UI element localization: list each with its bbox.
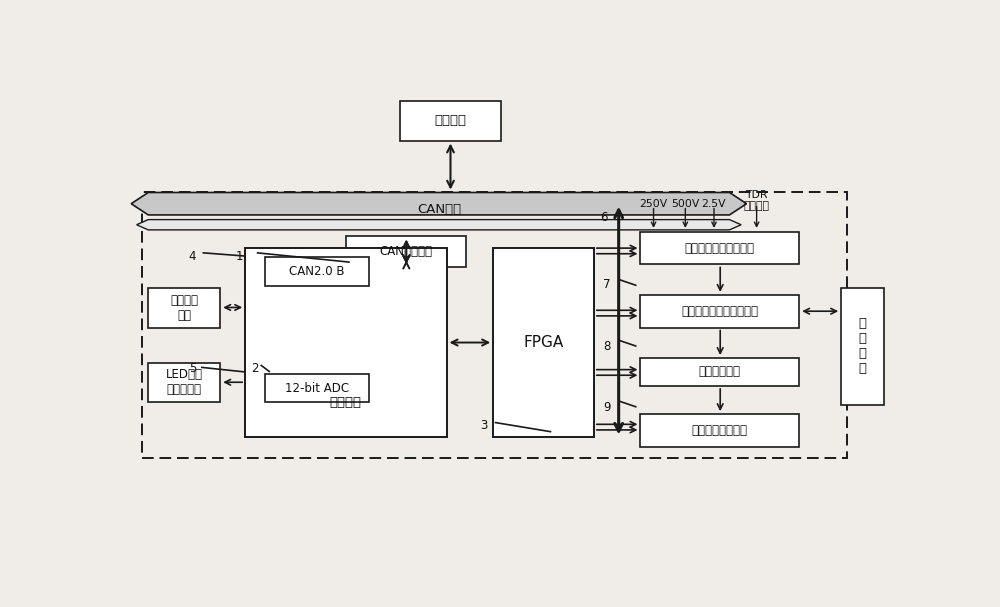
Bar bbox=[148, 362, 220, 402]
Bar bbox=[841, 288, 884, 405]
Text: 5: 5 bbox=[189, 362, 196, 375]
Text: 3: 3 bbox=[480, 419, 488, 432]
Bar bbox=[493, 248, 594, 438]
Bar bbox=[640, 295, 799, 328]
Polygon shape bbox=[131, 192, 747, 215]
Text: CAN2.0 B: CAN2.0 B bbox=[289, 265, 345, 278]
Text: 激励源继电器切换电路: 激励源继电器切换电路 bbox=[685, 242, 755, 254]
Bar bbox=[640, 414, 799, 447]
Text: TDR
电压脉冲: TDR 电压脉冲 bbox=[744, 189, 770, 211]
Text: 4: 4 bbox=[189, 249, 196, 263]
Text: LED驱动
及显示电路: LED驱动 及显示电路 bbox=[166, 368, 203, 396]
Text: FPGA: FPGA bbox=[523, 335, 564, 350]
Text: 电阻分压电路: 电阻分压电路 bbox=[699, 365, 741, 379]
Text: 主控制器: 主控制器 bbox=[330, 396, 362, 409]
Text: 1: 1 bbox=[236, 249, 243, 263]
Polygon shape bbox=[137, 220, 741, 230]
Bar bbox=[245, 248, 447, 438]
Text: 管理主机: 管理主机 bbox=[434, 114, 466, 127]
Text: 6: 6 bbox=[600, 211, 608, 224]
Bar bbox=[346, 237, 466, 267]
Bar bbox=[400, 101, 501, 141]
Text: 2.5V: 2.5V bbox=[702, 198, 726, 209]
Bar bbox=[640, 232, 799, 265]
Text: 9: 9 bbox=[603, 401, 611, 415]
Bar bbox=[264, 375, 369, 402]
Text: 250V: 250V bbox=[639, 198, 668, 209]
Text: 采样电压调理电路: 采样电压调理电路 bbox=[692, 424, 748, 437]
Text: 500V: 500V bbox=[671, 198, 700, 209]
Bar bbox=[148, 288, 220, 328]
Bar bbox=[142, 192, 847, 458]
Text: 电缆通道切换继电器阵列: 电缆通道切换继电器阵列 bbox=[681, 305, 758, 317]
Bar bbox=[640, 358, 799, 386]
Text: 2: 2 bbox=[251, 362, 259, 375]
Text: 8: 8 bbox=[603, 340, 611, 353]
Text: 电
缆
网
络: 电 缆 网 络 bbox=[858, 317, 866, 375]
Text: CAN接口电路: CAN接口电路 bbox=[379, 245, 432, 258]
Text: 12-bit ADC: 12-bit ADC bbox=[285, 382, 349, 395]
Text: 外部存储
电路: 外部存储 电路 bbox=[170, 294, 198, 322]
Bar bbox=[264, 257, 369, 285]
Text: 7: 7 bbox=[603, 277, 611, 291]
Text: CAN总线: CAN总线 bbox=[417, 203, 461, 216]
